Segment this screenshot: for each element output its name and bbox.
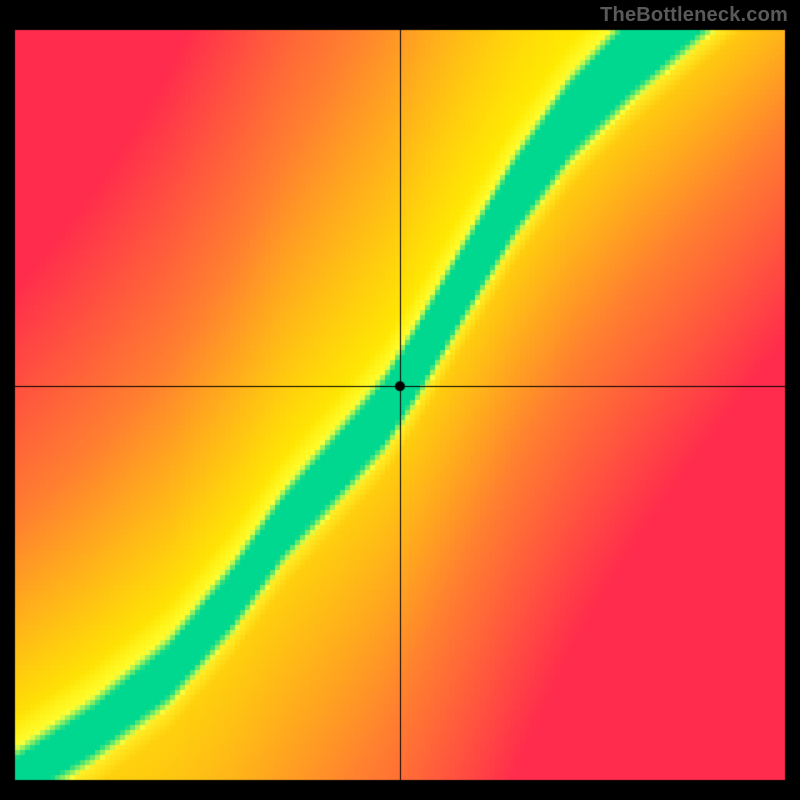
chart-container: TheBottleneck.com xyxy=(0,0,800,800)
watermark-text: TheBottleneck.com xyxy=(600,4,788,27)
bottleneck-heatmap-canvas xyxy=(0,0,800,800)
